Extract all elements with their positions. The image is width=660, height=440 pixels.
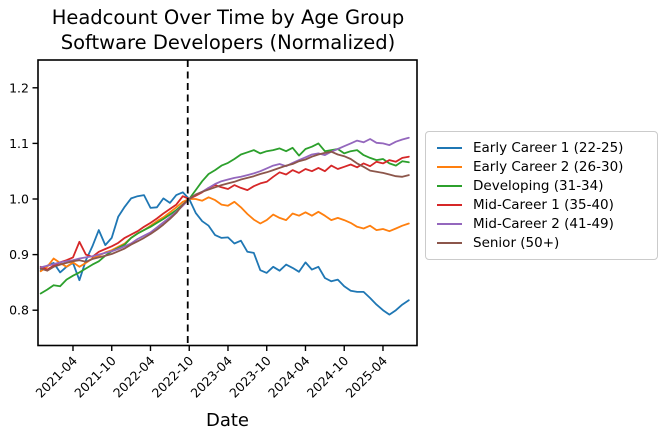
x-tick-label: 2022-10 bbox=[149, 353, 197, 401]
legend-label: Early Career 1 (22-25) bbox=[473, 140, 624, 156]
x-tick-label: 2022-04 bbox=[110, 353, 158, 401]
x-tick-label: 2024-04 bbox=[265, 353, 313, 401]
legend-item-3: Developing (31-34) bbox=[437, 178, 647, 194]
series-line-6 bbox=[39, 150, 410, 272]
legend-item-1: Early Career 1 (22-25) bbox=[437, 140, 647, 156]
legend-line-swatch bbox=[437, 166, 462, 168]
x-axis-label: Date bbox=[206, 410, 249, 431]
chart-title: Headcount Over Time by Age Group Softwar… bbox=[0, 5, 456, 55]
x-tick-label: 2021-10 bbox=[71, 353, 119, 401]
legend-item-5: Mid-Career 2 (41-49) bbox=[437, 216, 647, 232]
y-tick-label: 0.8 bbox=[9, 303, 29, 318]
legend-label: Mid-Career 2 (41-49) bbox=[473, 216, 614, 232]
y-tick-label: 1.0 bbox=[9, 192, 29, 207]
x-tick-label: 2021-04 bbox=[33, 353, 81, 401]
plot-border bbox=[37, 59, 418, 347]
legend-label: Early Career 2 (26-30) bbox=[473, 159, 624, 175]
legend-item-4: Mid-Career 1 (35-40) bbox=[437, 197, 647, 213]
legend: Early Career 1 (22-25) Early Career 2 (26… bbox=[425, 131, 658, 260]
series-line-3 bbox=[39, 142, 410, 295]
y-tick-label: 0.9 bbox=[9, 247, 29, 262]
legend-label: Mid-Career 1 (35-40) bbox=[473, 197, 614, 213]
legend-item-2: Early Career 2 (26-30) bbox=[437, 159, 647, 175]
x-tick-label: 2024-10 bbox=[304, 353, 352, 401]
legend-label: Senior (50+) bbox=[473, 235, 560, 251]
series-line-2 bbox=[39, 196, 410, 273]
x-tick-label: 2023-04 bbox=[188, 353, 236, 401]
chart-title-line1: Headcount Over Time by Age Group bbox=[51, 6, 405, 29]
legend-line-swatch bbox=[437, 242, 462, 244]
series-line-1 bbox=[39, 191, 410, 316]
legend-line-swatch bbox=[437, 204, 462, 206]
x-tick-label: 2025-04 bbox=[343, 353, 391, 401]
legend-item-6: Senior (50+) bbox=[437, 235, 647, 251]
legend-line-swatch bbox=[437, 185, 462, 187]
y-tick-label: 1.1 bbox=[9, 136, 29, 151]
legend-label: Developing (31-34) bbox=[473, 178, 604, 194]
legend-line-swatch bbox=[437, 223, 462, 225]
chart-title-line2: Software Developers (Normalized) bbox=[60, 31, 396, 54]
series-line-4 bbox=[39, 155, 410, 271]
x-tick-label: 2023-10 bbox=[226, 353, 274, 401]
series-line-5 bbox=[39, 136, 410, 269]
legend-line-swatch bbox=[437, 147, 462, 149]
y-tick-label: 1.2 bbox=[9, 80, 29, 95]
